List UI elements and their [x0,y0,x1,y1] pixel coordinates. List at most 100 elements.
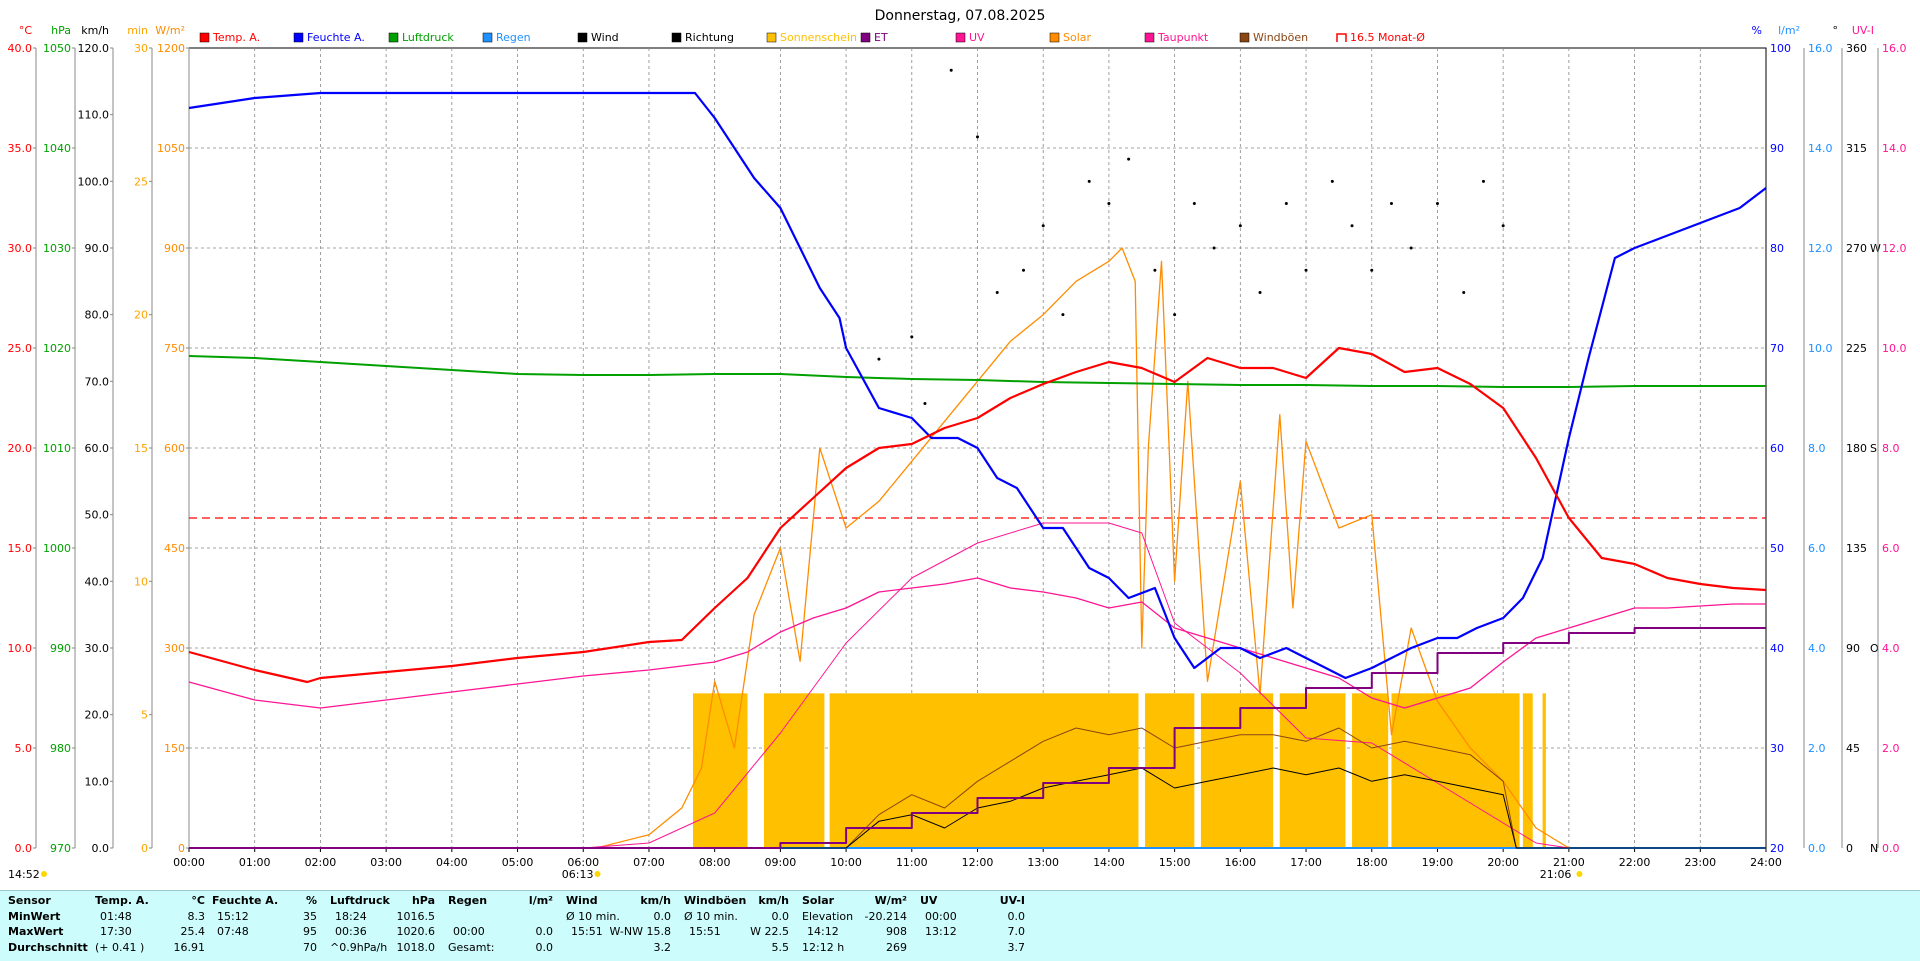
temp-col: Temp. A. °C 01:48 8.3 17:30 25.4 (+ 0.41 ) 1… [95,893,205,955]
left-axis-label: 0.0 [92,842,110,855]
rain-col: Regen l/m² 00:00 0.0 Gesamt: 0.0 [448,893,553,955]
solar-unit: W/m² [874,894,907,907]
right-axis-label: 4.0 [1882,642,1900,655]
legend-swatch-4 [577,32,588,43]
legend-swatch-3 [482,32,493,43]
legend-swatch-9 [1049,32,1060,43]
pressure-col: Luftdruck hPa 18:24 1016.5 00:36 1020.6 ^0.… [330,893,435,955]
x-axis-label: 23:00 [1684,856,1716,869]
left-axis-label: 970 [50,842,71,855]
left-axis-label: 1000 [43,542,71,555]
left-axis-label: 120.0 [78,42,110,55]
x-axis-label: 18:00 [1356,856,1388,869]
left-axis-label: 40.0 [8,42,33,55]
row-max-label: MaxWert [8,925,64,938]
wind-direction-point [1021,268,1025,272]
left-axis-label: 990 [50,642,71,655]
humidity-col: Feuchte A.% 15:12 35 07:48 95 70 [212,893,317,955]
legend: Temp. A. Feuchte A. Luftdruck Regen Wind Rich… [199,31,1425,44]
x-axis-label: 09:00 [765,856,797,869]
legend-swatch-5 [671,32,682,43]
pressure-max-time: 00:36 [335,925,367,938]
series-line-temp-a [188,346,1767,684]
sun-icon [41,871,47,877]
wind-direction-point [995,290,999,294]
left-axis-unit: W/m² [155,24,185,37]
left-axis-label: 5.0 [15,742,33,755]
right-axis-unit: ° [1833,24,1839,37]
left-axis-label: 1050 [157,142,185,155]
right-axis-label: 270 [1846,242,1867,255]
sunrise-time: 06:13 [562,868,594,881]
left-axis-label: 40.0 [85,575,110,588]
left-axis-label: 35.0 [8,142,33,155]
x-axis-label: 12:00 [962,856,994,869]
solar-max-time: 14:12 [807,925,839,938]
left-axis-label: 10.0 [8,642,33,655]
x-axis-label: 03:00 [370,856,402,869]
right-axis-label: 90 [1846,642,1860,655]
right-axis-label: 12.0 [1882,242,1907,255]
uv-min: 0.0 [1007,909,1026,923]
wind-direction-point [1127,157,1131,161]
left-axis-label: 15 [134,442,148,455]
direction-label: N [1870,842,1878,855]
series-line-wind [189,767,1766,849]
sensor-col: Sensor MinWert MaxWert Durchschnitt [8,893,88,955]
left-axis-unit: km/h [81,24,109,37]
wind-col: Wind km/h Ø 10 min. 0.0 15:51 W-NW 15.8 3.2 [566,893,671,955]
x-axis-label: 00:00 [173,856,205,869]
right-axis-unit: l/m² [1778,24,1800,37]
wind-max-time: 15:51 [571,925,603,938]
uv-max-time: 13:12 [925,925,957,938]
sensor-title: Sensor [8,894,51,907]
direction-label: O [1870,642,1879,655]
wind-direction-point [1304,268,1308,272]
gusts-avg10: 0.0 [771,909,790,923]
left-axis-label: 0 [141,842,148,855]
sunshine-bar [1352,693,1389,848]
left-axis-label: 30.0 [85,642,110,655]
direction-label: S [1870,442,1877,455]
row-min-label: MinWert [8,909,61,923]
right-axis-label: 6.0 [1808,542,1826,555]
temp-avg: 16.91 [173,940,206,954]
wind-direction-point [1041,224,1045,228]
gusts-title: Windböen [684,894,747,907]
legend-label-6: Sonnenschein [780,31,857,44]
legend-label-3: Regen [496,31,531,44]
sunset-icon [1576,871,1583,877]
humidity-title: Feuchte A. [212,894,279,907]
wind-direction-point [1258,290,1262,294]
solar-avg: 269 [886,940,907,954]
series-line-solar [189,247,1570,849]
legend-label-0: Temp. A. [212,31,260,44]
wind-direction-point [1389,202,1393,206]
gusts-avg-label: Ø 10 min. [684,909,738,923]
wind-direction-point [1462,290,1466,294]
right-axis-label: 100 [1770,42,1791,55]
x-axis-label: 10:00 [830,856,862,869]
x-axis-label: 11:00 [896,856,928,869]
x-axis-label: 15:00 [1159,856,1191,869]
humidity-max-time: 07:48 [217,925,249,938]
rain-unit: l/m² [528,894,553,907]
pressure-title: Luftdruck [330,894,390,907]
wind-direction-point [1330,179,1334,183]
right-axis-unit: UV-I [1852,24,1874,37]
legend-label-1: Feuchte A. [307,31,365,44]
left-axis-label: 50.0 [85,509,110,522]
legend-label-2: Luftdruck [402,31,454,44]
left-axis-label: 100.0 [78,175,110,188]
x-axis-label: 01:00 [239,856,271,869]
x-axis-label: 14:00 [1093,856,1125,869]
right-axis-label: 8.0 [1808,442,1826,455]
pressure-min-time: 18:24 [335,909,367,923]
solar-col: Solar W/m² Elevation -20.214 14:12 908 12:1… [802,893,907,955]
x-axis-label: 20:00 [1487,856,1519,869]
wind-direction-point [1212,246,1216,250]
legend-swatch-8 [955,32,966,43]
sun-markers: 14:52 06:13 21:06 [8,868,1583,881]
solar-title: Solar [802,894,835,907]
wind-direction-point [910,335,914,339]
